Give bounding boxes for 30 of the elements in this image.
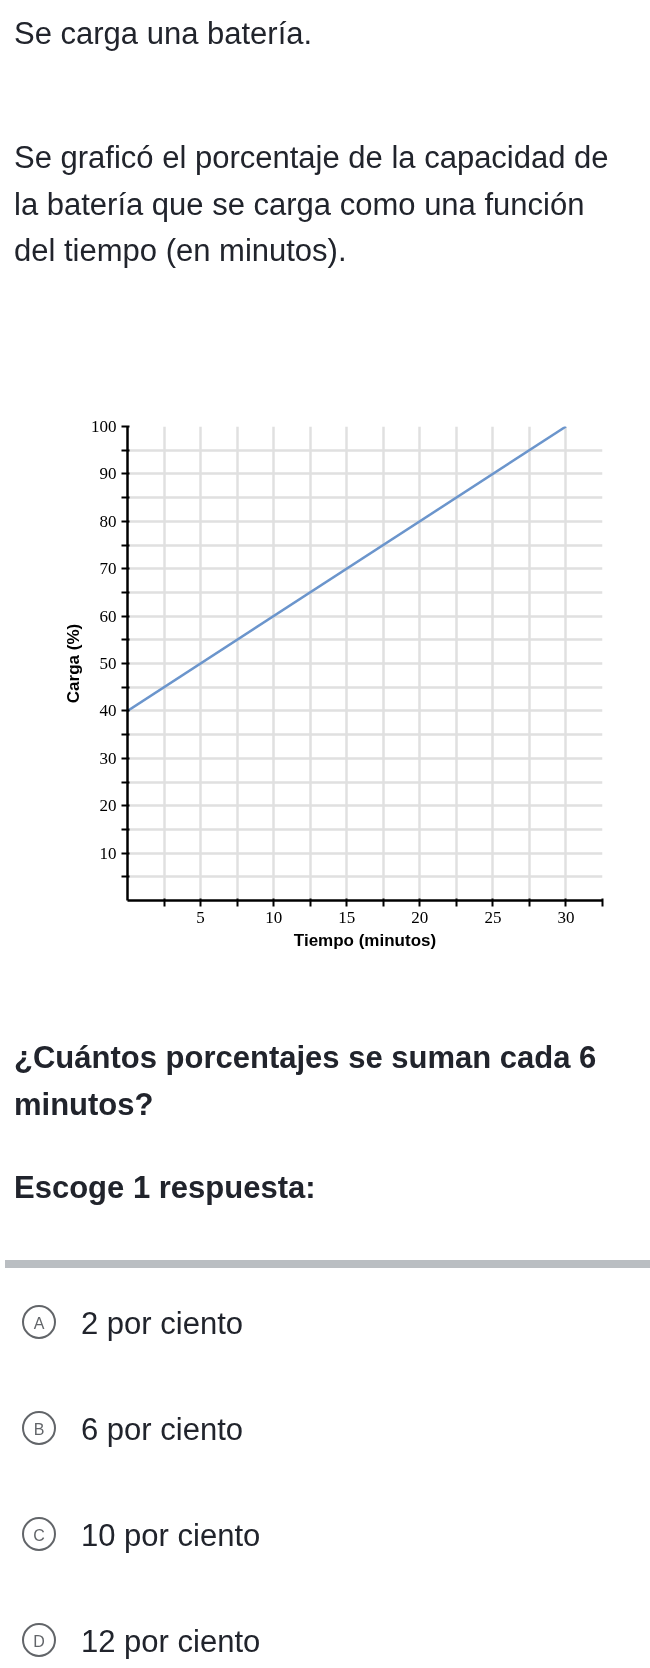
chart-title: Se carga una batería. [14,15,313,53]
text: 6 por ciento [81,1411,243,1449]
chart-subtitle: Se graficó el porcentaje de la capacidad de la batería que se carga como una función del tiempo (en minutos). [14,139,610,270]
y-tick-label: 50 [99,654,117,673]
x-tick-label: 25 [484,907,502,927]
x-tick-label: 10 [265,907,283,927]
text: 10 por ciento [81,1517,261,1555]
text: C [33,1526,45,1546]
text: 12 por ciento [81,1623,261,1661]
x-tick-label: 30 [557,907,575,927]
y-tick-label: 70 [99,559,117,579]
x-tick-label: 15 [338,907,356,927]
y-tick-label: 100 [91,417,117,436]
y-tick-label: 60 [99,606,117,626]
text: 2 por ciento [81,1305,243,1343]
x-tick-label: 5 [196,907,205,927]
y-tick-label: 80 [99,511,117,531]
y-tick-label: 10 [99,843,117,863]
text: B [33,1420,45,1440]
text: D [33,1632,45,1652]
x-axis-title: Tiempo (minutos) [293,930,437,950]
y-tick-label: 20 [99,796,117,816]
y-tick-label: 90 [99,464,117,484]
text: A [33,1314,45,1334]
text: Escoge 1 respuesta: [14,1169,316,1207]
x-tick-label: 20 [411,907,429,927]
y-tick-label: 40 [99,701,117,721]
y-tick-label: 30 [99,748,117,768]
text: ¿Cuántos porcentajes se suman cada 6 minutos? [14,1039,598,1124]
y-axis-title: Carga (%) [64,623,83,704]
